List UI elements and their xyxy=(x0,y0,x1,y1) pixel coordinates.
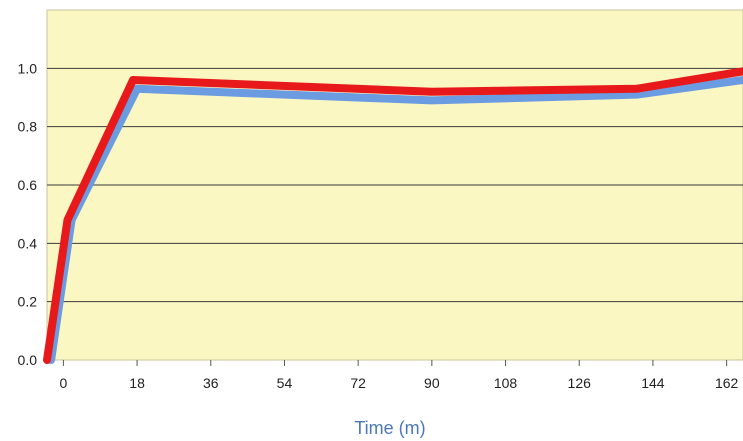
x-tick-label: 72 xyxy=(350,375,366,391)
x-tick-label: 0 xyxy=(59,375,67,391)
x-tick-label: 18 xyxy=(129,375,145,391)
x-tick-label: 54 xyxy=(277,375,293,391)
x-tick-label: 126 xyxy=(568,375,592,391)
axis-ticks: 0.0 0.2 0.4 0.6 0.8 1.0 0 18 36 54 72 90 108 126 144 16… xyxy=(18,60,739,391)
series-lines xyxy=(43,67,743,364)
y-tick-label: 0.6 xyxy=(18,177,38,193)
y-tick-label: 0.0 xyxy=(18,352,38,368)
x-axis-title: Time (m) xyxy=(354,418,425,438)
y-tick-label: 0.2 xyxy=(18,294,38,310)
y-tick-label: 0.8 xyxy=(18,119,38,135)
x-tick-label: 144 xyxy=(641,375,665,391)
y-tick-label: 0.4 xyxy=(18,235,38,251)
series-line-2 xyxy=(43,67,743,364)
x-tick-label: 90 xyxy=(424,375,440,391)
gridlines xyxy=(47,67,743,303)
x-tick-label: 108 xyxy=(494,375,518,391)
series-line-1 xyxy=(47,76,743,364)
x-tick-label: 162 xyxy=(715,375,739,391)
y-tick-label: 1.0 xyxy=(18,60,38,76)
x-tick-label: 36 xyxy=(203,375,219,391)
